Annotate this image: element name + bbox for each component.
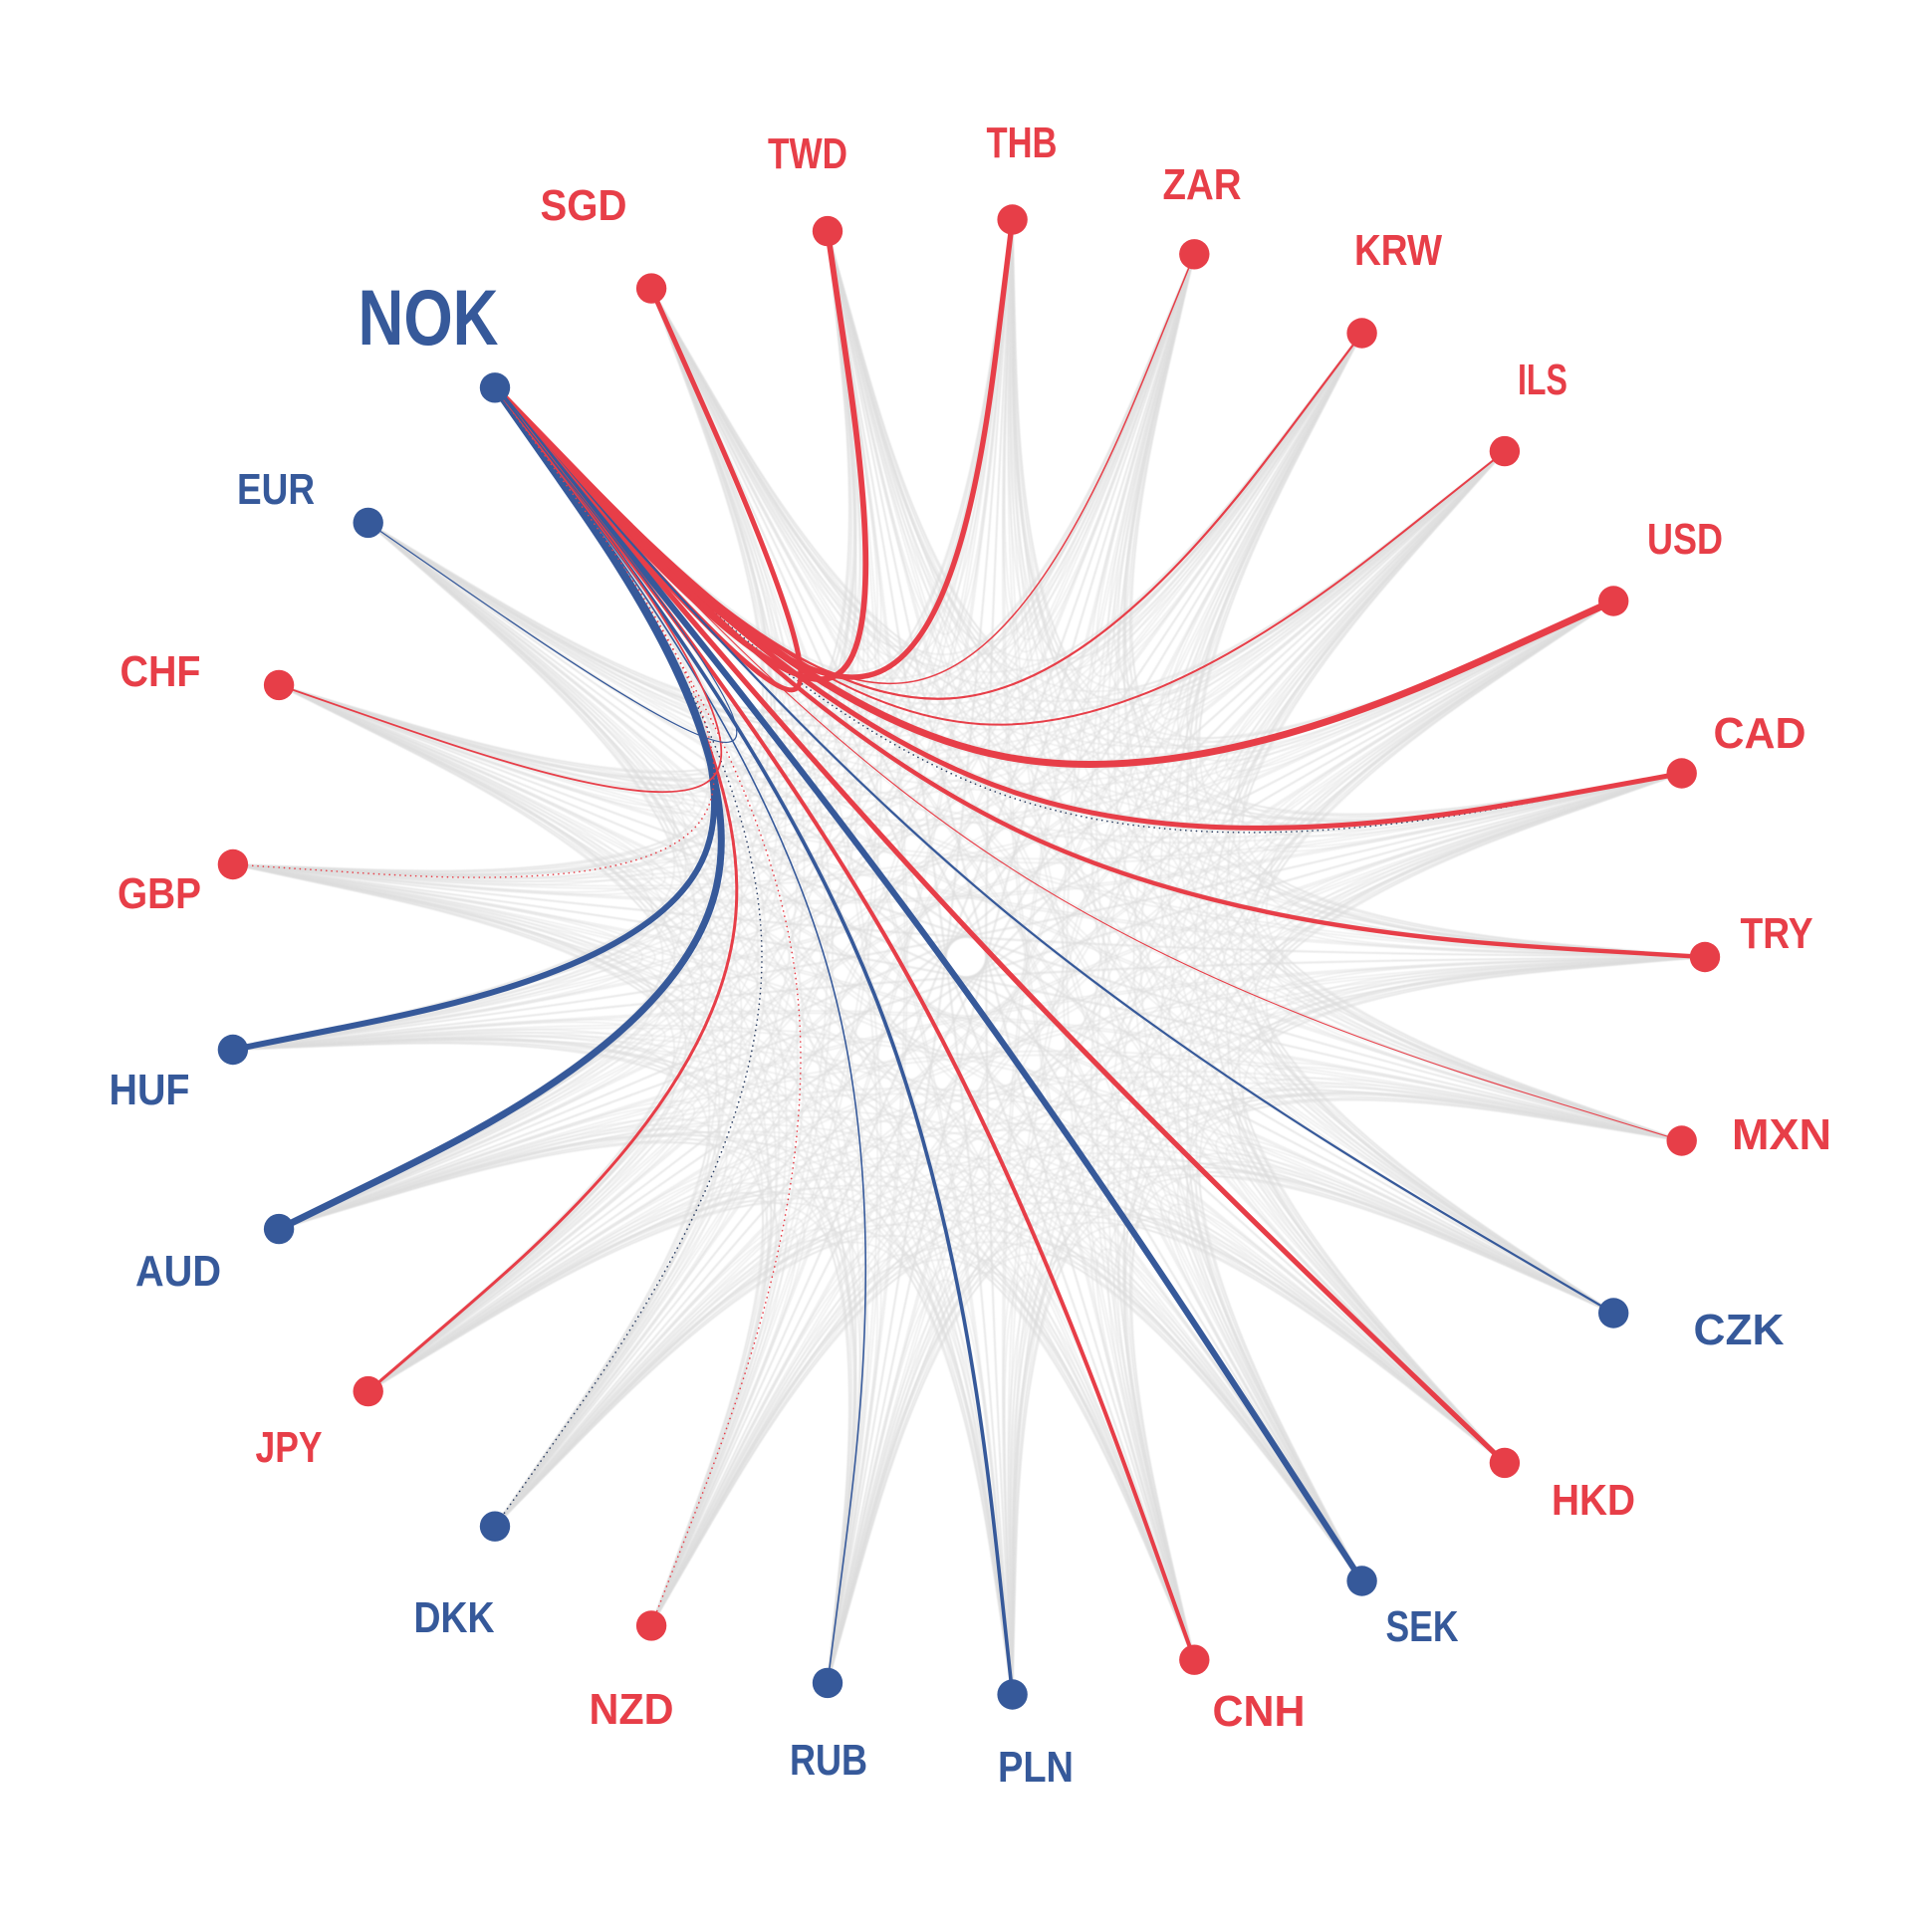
svg-text:DKK: DKK xyxy=(414,1593,495,1642)
svg-text:JPY: JPY xyxy=(256,1423,323,1472)
svg-text:SEK: SEK xyxy=(1386,1602,1459,1651)
svg-text:ILS: ILS xyxy=(1518,356,1567,404)
svg-text:PLN: PLN xyxy=(998,1743,1074,1792)
svg-text:CZK: CZK xyxy=(1694,1306,1785,1354)
svg-text:SGD: SGD xyxy=(541,181,627,230)
svg-text:MXN: MXN xyxy=(1732,1110,1831,1159)
svg-text:CAD: CAD xyxy=(1714,709,1807,758)
svg-text:GBP: GBP xyxy=(118,869,201,918)
svg-text:ZAR: ZAR xyxy=(1163,160,1242,209)
svg-text:NZD: NZD xyxy=(590,1685,674,1734)
svg-text:TRY: TRY xyxy=(1741,909,1813,958)
svg-text:NOK: NOK xyxy=(359,273,499,362)
svg-text:RUB: RUB xyxy=(790,1736,867,1785)
svg-text:HUF: HUF xyxy=(110,1066,190,1114)
svg-text:CHF: CHF xyxy=(120,647,201,696)
svg-text:KRW: KRW xyxy=(1354,226,1442,275)
svg-text:AUD: AUD xyxy=(135,1247,221,1296)
svg-text:CNH: CNH xyxy=(1213,1687,1306,1736)
svg-text:HKD: HKD xyxy=(1552,1476,1635,1525)
svg-text:USD: USD xyxy=(1647,515,1723,564)
svg-text:THB: THB xyxy=(987,119,1058,167)
svg-text:EUR: EUR xyxy=(237,465,315,514)
svg-text:TWD: TWD xyxy=(768,129,847,178)
